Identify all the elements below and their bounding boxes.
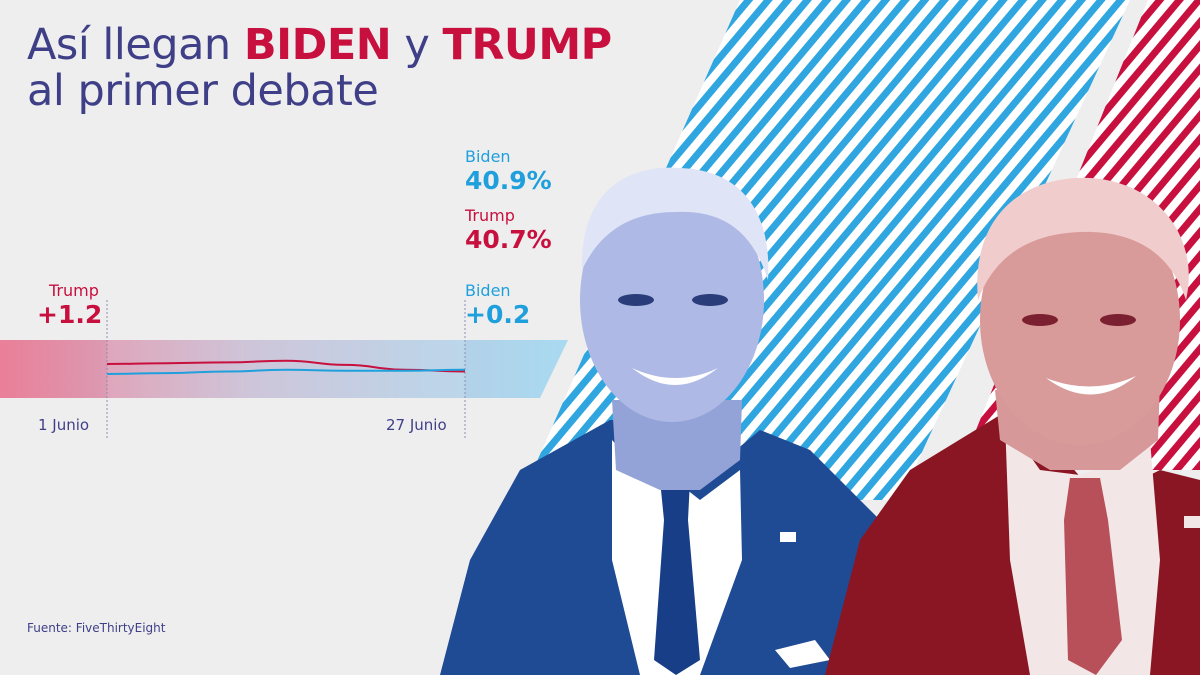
source-note: Fuente: FiveThirtyEight (27, 621, 166, 635)
title-joiner: y (404, 20, 430, 70)
title-biden: BIDEN (243, 20, 392, 70)
latest-trump-value: 40.7% (465, 225, 552, 254)
latest-biden-value: 40.9% (465, 166, 552, 195)
title-trump: TRUMP (442, 20, 612, 70)
x-tick-end: 27 Junio (386, 416, 447, 434)
margin-start-value: +1.2 (37, 300, 103, 329)
page-title: Así llegan BIDEN y TRUMP al primer debat… (27, 22, 612, 114)
title-line2: al primer debate (27, 66, 379, 116)
latest-biden-label: Biden (465, 147, 511, 166)
margin-start-label: Trump (49, 281, 99, 300)
series-line-biden (106, 368, 466, 375)
margin-end-label: Biden (465, 281, 511, 300)
title-prefix: Así llegan (27, 20, 231, 70)
latest-trump-label: Trump (465, 206, 515, 225)
margin-end-value: +0.2 (465, 300, 531, 329)
trump-photo (825, 177, 1200, 675)
biden-photo (440, 167, 900, 675)
x-tick-start: 1 Junio (38, 416, 90, 434)
